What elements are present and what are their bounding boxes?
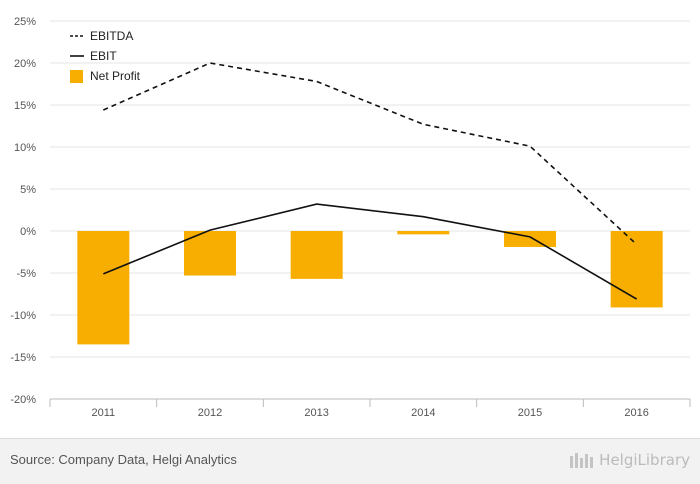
y-axis: 25% 20% 15% 10% 5% 0% -5% -10% -15% -20% — [10, 16, 36, 406]
brand-logo: HelgiLibrary — [569, 448, 690, 472]
chart: 25% 20% 15% 10% 5% 0% -5% -10% -15% -20% 2011 2012… — [10, 16, 691, 419]
y-tick-label: 15% — [14, 100, 36, 112]
y-tick-label: 0% — [20, 226, 36, 238]
line-ebitda — [103, 62, 638, 246]
y-tick-label: 20% — [14, 58, 36, 70]
bar-net-profit — [290, 231, 343, 279]
x-tick-label: 2011 — [92, 407, 116, 419]
y-tick-label: -15% — [10, 352, 36, 364]
x-tick-label: 2016 — [624, 407, 648, 419]
y-tick-label: -10% — [10, 310, 36, 322]
y-tick-label: 10% — [14, 142, 36, 154]
legend-label-ebit: EBIT — [90, 49, 117, 63]
line-ebit — [103, 203, 638, 300]
brand-name: HelgiLibrary — [599, 451, 690, 469]
bar-net-profit — [184, 231, 236, 276]
y-tick-label: 25% — [14, 16, 36, 28]
library-icon — [570, 453, 594, 468]
legend: EBITDA EBIT Net Profit — [70, 29, 141, 83]
bar-net-profit — [77, 231, 130, 345]
y-tick-label: 5% — [20, 184, 36, 196]
x-axis: 2011 2012 2013 2014 2015 2016 — [49, 398, 691, 419]
x-tick-label: 2012 — [198, 407, 222, 419]
legend-label-net-profit: Net Profit — [90, 69, 141, 83]
legend-label-ebitda: EBITDA — [90, 29, 133, 43]
x-tick-label: 2015 — [518, 407, 542, 419]
x-tick-label: 2013 — [304, 407, 328, 419]
y-tick-label: -5% — [16, 268, 36, 280]
bars — [77, 231, 663, 345]
x-tick-label: 2014 — [411, 407, 435, 419]
lines — [103, 62, 638, 300]
y-tick-label: -20% — [10, 394, 36, 406]
legend-swatch-net-profit — [70, 70, 83, 83]
bar-net-profit — [397, 231, 450, 235]
footer: Source: Company Data, Helgi Analytics He… — [0, 438, 700, 484]
bar-net-profit — [610, 231, 663, 308]
source-text: Source: Company Data, Helgi Analytics — [10, 452, 237, 467]
